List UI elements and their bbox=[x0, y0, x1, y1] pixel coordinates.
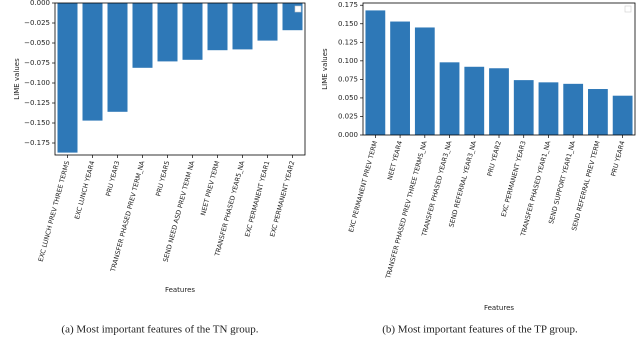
y-tick-label: −0.075 bbox=[24, 59, 50, 67]
bar bbox=[513, 80, 534, 135]
y-tick-label: 0.150 bbox=[338, 20, 358, 28]
y-tick-label: −0.050 bbox=[24, 39, 50, 47]
bar bbox=[132, 3, 153, 68]
legend-box bbox=[294, 5, 302, 13]
x-tick-label: SEND REFERRAL YEAR3_NA bbox=[447, 139, 478, 228]
x-tick-label: EXC LUNCH YEAR4 bbox=[73, 160, 96, 220]
y-tick-label: 0.000 bbox=[338, 131, 358, 139]
caption: (b) Most important features of the TP gr… bbox=[382, 324, 578, 336]
bar bbox=[82, 3, 103, 121]
bar bbox=[57, 3, 78, 153]
x-tick-label: PRU YEAR4 bbox=[609, 140, 626, 177]
x-tick-label: EXC PERMANENT YEAR2 bbox=[268, 160, 296, 238]
y-tick-label: 0.125 bbox=[338, 38, 358, 46]
bar bbox=[157, 3, 178, 62]
caption: (a) Most important features of the TN gr… bbox=[61, 324, 258, 336]
x-tick-label: NEET YEAR4 bbox=[386, 140, 404, 181]
y-axis-label: LIME values bbox=[321, 48, 329, 90]
y-tick-label: −0.125 bbox=[24, 99, 50, 107]
y-tick-label: −0.025 bbox=[24, 19, 50, 27]
y-tick-label: −0.175 bbox=[24, 139, 50, 147]
y-tick-label: 0.050 bbox=[338, 94, 358, 102]
legend-box bbox=[624, 5, 632, 13]
bar bbox=[182, 3, 203, 60]
x-axis-label: Features bbox=[484, 304, 514, 312]
bar bbox=[588, 89, 608, 135]
bar bbox=[414, 27, 435, 136]
x-tick-label: EXC PERMANENT YEAR3 bbox=[500, 140, 528, 218]
x-tick-label: SEND REFERRAL PREV TERM bbox=[570, 140, 602, 232]
bar bbox=[612, 95, 633, 135]
y-tick-label: −0.100 bbox=[24, 79, 50, 87]
bar bbox=[464, 66, 485, 135]
bar bbox=[107, 3, 128, 112]
plot-frame bbox=[362, 2, 636, 136]
y-tick-label: 0.175 bbox=[338, 1, 358, 9]
plot-frame bbox=[54, 2, 306, 156]
x-tick-label: PRU YEAR5 bbox=[154, 160, 171, 197]
y-tick-label: 0.075 bbox=[338, 75, 358, 83]
x-tick-label: EXC LUNCH PREV THREE TERMS bbox=[37, 160, 72, 263]
y-tick-label: −0.150 bbox=[24, 119, 50, 127]
bar bbox=[207, 3, 228, 51]
x-tick-label: PRU YEAR3 bbox=[104, 160, 121, 197]
x-tick-label: NEET PREV TERM bbox=[199, 160, 221, 217]
x-tick-label: EXC PERMANENT YEAR1 bbox=[243, 160, 271, 238]
bar bbox=[489, 68, 509, 135]
x-tick-label: PRU YEAR2 bbox=[486, 140, 503, 177]
bar bbox=[365, 10, 386, 135]
bar bbox=[563, 83, 584, 135]
bar bbox=[257, 3, 278, 41]
y-tick-label: 0.000 bbox=[30, 0, 50, 7]
x-tick-label: SEND SUPPORT YEAR1_NA bbox=[547, 139, 577, 225]
bar bbox=[538, 82, 559, 135]
x-tick-label: EXC PERMANENT PREV TERM bbox=[347, 140, 379, 233]
x-axis-label: Features bbox=[165, 286, 195, 294]
bar bbox=[232, 3, 253, 50]
y-tick-label: 0.100 bbox=[338, 57, 358, 65]
y-tick-label: 0.025 bbox=[338, 112, 358, 120]
y-axis-label: LIME values bbox=[13, 58, 21, 100]
bar bbox=[390, 21, 410, 136]
bar bbox=[439, 62, 460, 135]
